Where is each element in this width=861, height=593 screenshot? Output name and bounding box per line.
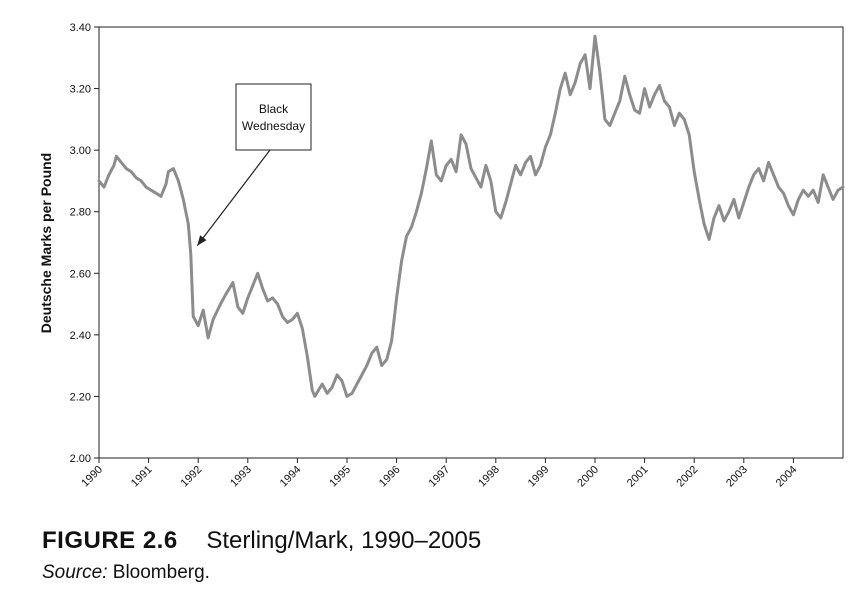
x-tick-label: 1996 [377,464,403,490]
y-axis-title: Deutsche Marks per Pound [38,153,54,334]
chart-ticks: 2.00 2.20 2.40 2.60 2.80 3.00 3.20 3.40 1990 1991… [70,22,800,489]
x-tick-label: 1997 [427,464,453,490]
x-tick-label: 1994 [278,464,304,490]
figure-source: Source: Bloomberg. [42,562,210,584]
series-line [97,34,845,398]
y-tick-label: 2.20 [70,391,91,403]
figure-caption: FIGURE 2.6 Sterling/Mark, 1990–2005 [42,527,481,555]
x-tick-label: 2001 [625,464,651,490]
x-tick-label: 1999 [526,464,552,490]
y-tick-label: 3.40 [70,22,91,34]
y-tick-label: 2.40 [70,330,91,342]
y-tick-label: 2.60 [70,268,91,280]
y-tick-label: 3.00 [70,145,91,157]
x-tick-label: 1991 [129,464,155,490]
y-tick-label: 2.00 [70,453,91,465]
x-tick-label: 2000 [575,464,601,490]
chart-axes [98,26,844,459]
annotation-arrowhead [197,235,207,246]
plot-frame [98,26,844,459]
x-tick-label: 1995 [327,464,353,490]
line-chart: 2.00 2.20 2.40 2.60 2.80 3.00 3.20 3.40 1990 1991… [38,22,845,489]
x-tick-label: 2002 [675,464,701,490]
x-tick-label: 1993 [228,464,254,490]
chart-annotations: Black Wednesday [196,83,312,247]
x-tick-label: 1998 [476,464,502,490]
annotation-label: Black [259,102,289,116]
x-tick-label: 2004 [774,464,800,490]
y-tick-label: 3.20 [70,84,91,96]
figure-label: FIGURE 2.6 [42,527,178,554]
source-label: Source: [42,562,108,583]
x-tick-label: 2003 [724,464,750,490]
source-value: Bloomberg. [112,562,210,583]
annotation-label: Wednesday [242,119,305,133]
y-tick-label: 2.80 [70,207,91,219]
annotation-box [235,83,312,151]
x-tick-label: 1990 [79,464,105,490]
annotation-arrow [196,149,271,247]
chart-series [97,34,845,398]
x-tick-label: 1992 [179,464,205,490]
figure-title: Sterling/Mark, 1990–2005 [206,527,482,554]
